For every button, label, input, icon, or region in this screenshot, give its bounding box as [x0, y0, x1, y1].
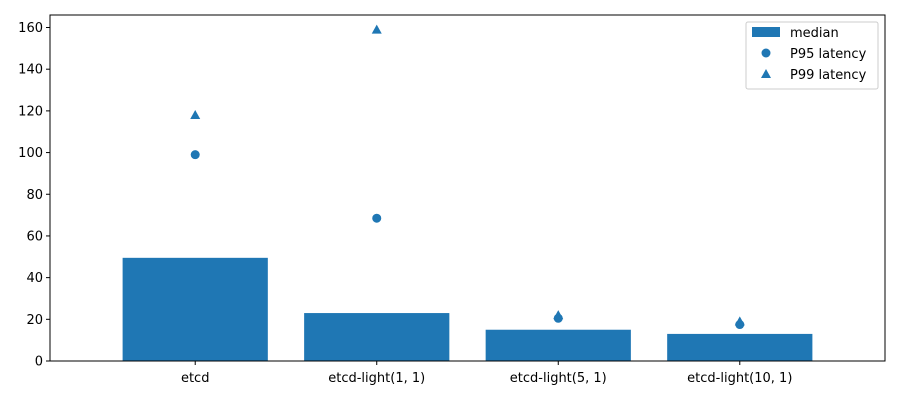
legend: median P95 latency P99 latency	[745, 21, 879, 90]
x-tick-label: etcd	[181, 371, 210, 386]
bar-median-3	[667, 333, 813, 361]
axes-frame	[49, 14, 886, 362]
legend-p95-label: P95 latency	[790, 47, 867, 62]
markers-layer	[190, 24, 745, 330]
y-tick-label: 60	[26, 229, 43, 244]
y-tick-label: 120	[18, 104, 43, 119]
legend-median-swatch	[752, 27, 780, 37]
x-tick-label: etcd-light(1, 1)	[328, 371, 425, 386]
legend-p99-marker-icon	[761, 69, 771, 78]
x-tick-label: etcd-light(5, 1)	[510, 371, 607, 386]
y-tick-label: 20	[26, 313, 43, 328]
bar-median-1	[304, 313, 450, 361]
p99-point-0	[190, 110, 201, 120]
p99-point-1	[371, 24, 382, 34]
bar-median-0	[122, 257, 268, 361]
p95-point-0	[190, 150, 200, 160]
y-tick-label: 80	[26, 188, 43, 203]
y-axis: 0 20 40 60 80 100 120 140 160	[18, 21, 50, 370]
legend-p95-marker-icon	[761, 48, 771, 58]
y-tick-label: 160	[18, 21, 43, 36]
x-axis: etcd etcd-light(1, 1) etcd-light(5, 1) etcd…	[181, 361, 792, 386]
p99-point-3	[734, 316, 745, 326]
legend-median-label: median	[790, 26, 839, 41]
bar-median-2	[485, 329, 631, 361]
x-tick-label: etcd-light(10, 1)	[687, 371, 792, 386]
y-tick-label: 40	[26, 271, 43, 286]
legend-p99-label: P99 latency	[790, 68, 867, 83]
p95-point-1	[372, 213, 382, 223]
y-tick-label: 100	[18, 146, 43, 161]
y-tick-label: 140	[18, 63, 43, 78]
bars-layer	[122, 257, 813, 361]
y-tick-label: 0	[35, 355, 43, 370]
p99-point-2	[553, 310, 564, 320]
legend-box	[745, 21, 879, 90]
